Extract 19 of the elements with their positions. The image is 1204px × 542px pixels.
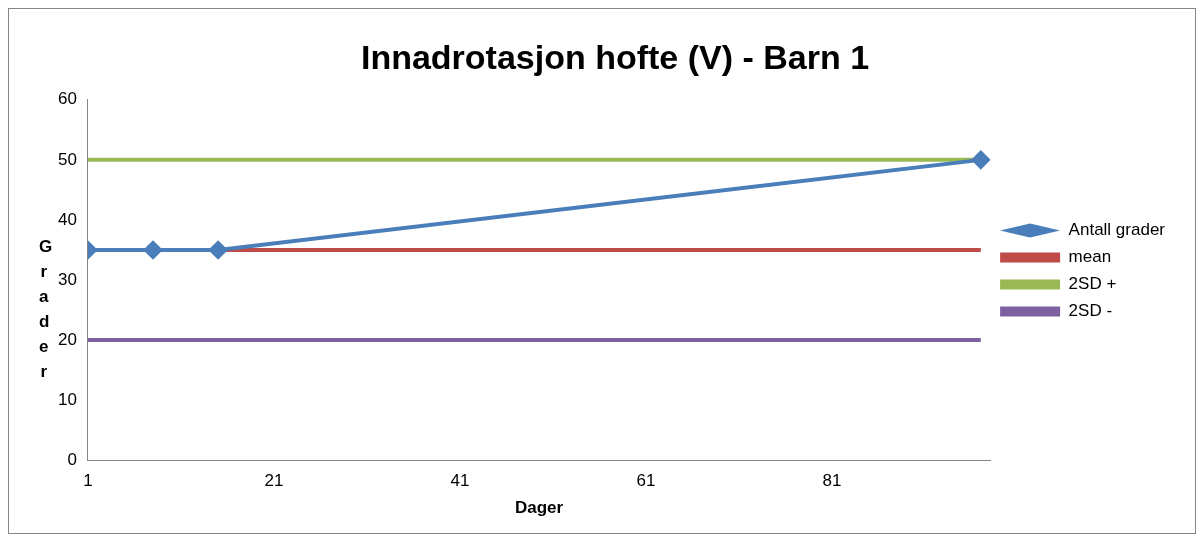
legend-label: Antall grader — [1068, 220, 1166, 240]
y-tick-label: 60 — [57, 89, 77, 109]
legend-label: mean — [1068, 247, 1112, 267]
y-tick-label: 10 — [57, 389, 77, 409]
x-tick-label: 1 — [83, 471, 93, 491]
legend-label: 2SD + — [1068, 274, 1117, 294]
x-tick-label: 21 — [264, 471, 284, 491]
y-tick-label: 0 — [67, 449, 77, 469]
x-tick-label: 81 — [822, 471, 842, 491]
y-tick-label: 40 — [57, 209, 77, 229]
y-axis-title: Grader — [39, 236, 53, 383]
legend-label: 2SD - — [1068, 301, 1113, 321]
y-tick-label: 50 — [57, 149, 77, 169]
y-tick-label: 30 — [57, 269, 77, 289]
x-tick-label: 41 — [450, 471, 470, 491]
chart-title: Innadrotasjon hofte (V) - Barn 1 — [360, 37, 870, 76]
x-axis-title: Dager — [514, 498, 564, 518]
x-tick-label: 61 — [636, 471, 656, 491]
y-tick-label: 20 — [57, 329, 77, 349]
